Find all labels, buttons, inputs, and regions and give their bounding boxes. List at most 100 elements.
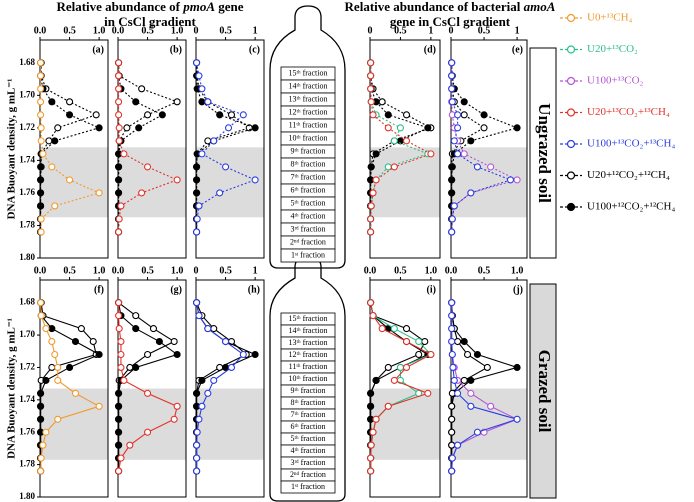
panel-label: (h) — [248, 284, 260, 295]
data-point — [51, 137, 59, 145]
legend-marker — [566, 139, 576, 149]
data-point — [115, 228, 123, 236]
data-point — [37, 228, 45, 236]
y-tick-label: 1.68 — [19, 297, 35, 307]
data-point — [239, 111, 247, 119]
data-point — [37, 389, 45, 397]
data-point — [369, 312, 377, 320]
heading: Relative abundance of bacterial amoA — [345, 0, 556, 14]
data-point — [193, 441, 201, 449]
data-point — [45, 137, 53, 145]
heading: in CsCl gradient — [104, 14, 196, 29]
legend-marker — [566, 13, 576, 23]
data-point — [390, 376, 398, 384]
data-point — [448, 299, 456, 307]
data-point — [193, 299, 201, 307]
data-point — [115, 215, 123, 223]
data-point — [37, 59, 45, 67]
data-point — [89, 337, 97, 346]
panel-frame — [195, 279, 265, 498]
data-point — [198, 150, 206, 158]
data-point — [367, 299, 375, 307]
x-tick-label: 1 — [428, 25, 433, 36]
data-point — [115, 59, 123, 67]
data-point — [95, 189, 103, 197]
x-tick-label: 0.5 — [478, 265, 491, 276]
data-point — [454, 389, 462, 397]
series-line — [118, 62, 179, 232]
x-tick-label: 0.0 — [34, 265, 47, 276]
fraction-label: 5ᵗʰ fraction — [291, 434, 326, 443]
data-point — [454, 124, 462, 132]
data-point — [216, 189, 224, 197]
data-point — [448, 176, 456, 184]
side-label: Grazed soil — [535, 350, 554, 433]
data-point — [115, 111, 123, 119]
data-point — [117, 202, 125, 210]
data-point — [367, 389, 375, 397]
fraction-label: 2ⁿᵈ fraction — [290, 237, 326, 246]
data-point — [227, 111, 236, 119]
legend-label: U20+¹²CO₂+¹²CH₄ — [587, 169, 670, 181]
data-point — [415, 350, 423, 359]
fraction-label: 5ᵗʰ fraction — [291, 198, 326, 207]
panel-frame — [450, 279, 528, 498]
data-point — [193, 467, 201, 475]
data-point — [54, 124, 62, 132]
data-point — [367, 402, 375, 410]
data-point — [193, 215, 201, 223]
data-point — [54, 376, 62, 384]
data-point — [48, 163, 56, 171]
data-point — [448, 325, 456, 333]
y-axis-label: DNA Buoyant density, g mL⁻¹ — [6, 79, 18, 220]
data-point — [37, 312, 45, 320]
y-tick-label: 1.80 — [19, 252, 35, 262]
data-point — [126, 363, 134, 371]
data-point — [195, 72, 203, 80]
heading-part: Relative abundance of bacterial — [345, 0, 524, 14]
x-tick-label: 0 — [194, 265, 199, 276]
fraction-label: 10ᵗʰ fraction — [289, 133, 328, 142]
data-point — [448, 228, 456, 236]
data-point — [367, 228, 375, 236]
x-tick-label: 0.5 — [141, 25, 154, 36]
data-point — [77, 325, 85, 333]
data-point — [193, 454, 201, 462]
data-point — [473, 350, 481, 359]
x-tick-label: 0.5 — [219, 265, 232, 276]
legend-label: U20+¹³CO₂+¹³CH₄ — [587, 106, 670, 118]
data-point — [158, 111, 166, 119]
data-point — [37, 467, 45, 475]
data-point — [378, 98, 386, 106]
fraction-label: 11ᵗʰ fraction — [289, 362, 328, 371]
data-point — [513, 124, 521, 132]
data-point — [460, 111, 468, 119]
data-point — [54, 415, 62, 423]
data-point — [37, 72, 45, 80]
x-tick-label: 0.5 — [141, 265, 154, 276]
x-tick-label: 0 — [194, 25, 199, 36]
legend-marker — [566, 76, 576, 86]
fraction-label: 2ⁿᵈ fraction — [290, 470, 326, 479]
panel-frame — [39, 39, 109, 259]
data-point — [448, 441, 456, 449]
data-point — [487, 402, 495, 410]
fraction-label: 3ʳᵈ fraction — [290, 224, 325, 233]
heading-part: gene — [215, 0, 244, 14]
data-point — [138, 85, 146, 93]
shaded-region — [451, 388, 527, 460]
x-tick-label: 0.5 — [219, 25, 232, 36]
x-tick-label: 1.0 — [171, 265, 184, 276]
data-point — [384, 402, 392, 410]
data-point — [198, 402, 206, 410]
fraction-label: 6ᵗʰ fraction — [291, 185, 326, 194]
x-tick-label: 1.0 — [93, 265, 106, 276]
legend-label: U20+¹³CO₂ — [587, 43, 638, 55]
data-point — [227, 363, 236, 371]
data-point — [449, 363, 457, 371]
panel-frame — [195, 39, 265, 259]
data-point — [193, 389, 201, 397]
y-tick-label: 1.74 — [19, 394, 35, 404]
data-point — [193, 228, 201, 236]
